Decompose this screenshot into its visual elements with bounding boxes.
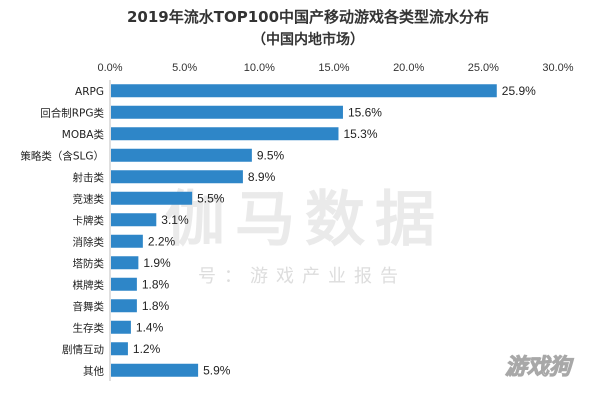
watermark-logo: 游戏狗 xyxy=(505,355,574,380)
category-label: 塔防类 xyxy=(73,257,105,270)
data-label: 1.9% xyxy=(143,256,171,270)
x-tick-label: 15.0% xyxy=(318,62,349,74)
data-label: 5.5% xyxy=(197,191,225,205)
chart-title: 2019年流水TOP100中国产移动游戏各类型流水分布 xyxy=(127,8,489,26)
data-label: 9.5% xyxy=(257,148,285,162)
category-label: 棋牌类 xyxy=(73,278,105,291)
chart-subtitle: （中国内地市场） xyxy=(252,31,364,48)
x-tick-label: 0.0% xyxy=(97,62,122,74)
bar xyxy=(111,234,143,248)
x-tick-label: 30.0% xyxy=(542,62,573,74)
data-label: 15.6% xyxy=(348,105,382,119)
bar xyxy=(111,342,128,356)
watermark-sub: 号：游戏产业报告 xyxy=(198,266,406,287)
bar xyxy=(111,127,339,141)
watermark-layer: 伽马数据 号：游戏产业报告 游戏狗 xyxy=(165,185,575,381)
category-label: 生存类 xyxy=(73,321,105,334)
bar xyxy=(111,277,137,291)
data-label: 5.9% xyxy=(203,363,231,377)
data-label: 8.9% xyxy=(248,170,276,184)
category-label: ARPG xyxy=(75,86,104,98)
bar xyxy=(111,191,193,205)
category-label: 竞速类 xyxy=(73,192,105,205)
data-label: 1.8% xyxy=(142,299,170,313)
bar xyxy=(111,84,497,98)
bar xyxy=(111,256,139,270)
category-label: 剧情互动 xyxy=(62,343,104,356)
bar xyxy=(111,320,131,334)
data-label: 2.2% xyxy=(148,234,176,248)
bar xyxy=(111,363,199,377)
data-label: 1.2% xyxy=(133,342,161,356)
data-label: 15.3% xyxy=(343,127,377,141)
category-label: 消除类 xyxy=(73,235,105,248)
bar xyxy=(111,148,252,162)
category-label: MOBA类 xyxy=(62,128,105,141)
category-label: 策略类（含SLG） xyxy=(20,149,104,162)
x-tick-label: 20.0% xyxy=(393,62,424,74)
data-label: 25.9% xyxy=(502,84,536,98)
x-axis: 0.0% 5.0% 10.0% 15.0% 20.0% 25.0% 30.0% xyxy=(97,62,573,74)
bar xyxy=(111,170,243,184)
x-tick-label: 10.0% xyxy=(244,62,275,74)
bar xyxy=(111,213,157,227)
bar xyxy=(111,105,343,119)
watermark-main: 伽马数据 xyxy=(165,185,445,255)
category-label: 射击类 xyxy=(73,171,105,184)
category-label: 回合制RPG类 xyxy=(40,106,104,119)
x-tick-label: 5.0% xyxy=(172,62,197,74)
category-label: 音舞类 xyxy=(73,300,105,313)
bar-series: ARPG 25.9% 回合制RPG类 15.6% MOBA类 15.3% 策略类（含SLG）… xyxy=(20,84,536,378)
bar xyxy=(111,299,137,313)
category-label: 其他 xyxy=(83,364,104,377)
category-label: 卡牌类 xyxy=(73,214,105,227)
x-tick-label: 25.0% xyxy=(468,62,499,74)
data-label: 1.4% xyxy=(136,320,164,334)
data-label: 3.1% xyxy=(161,213,189,227)
data-label: 1.8% xyxy=(142,277,170,291)
